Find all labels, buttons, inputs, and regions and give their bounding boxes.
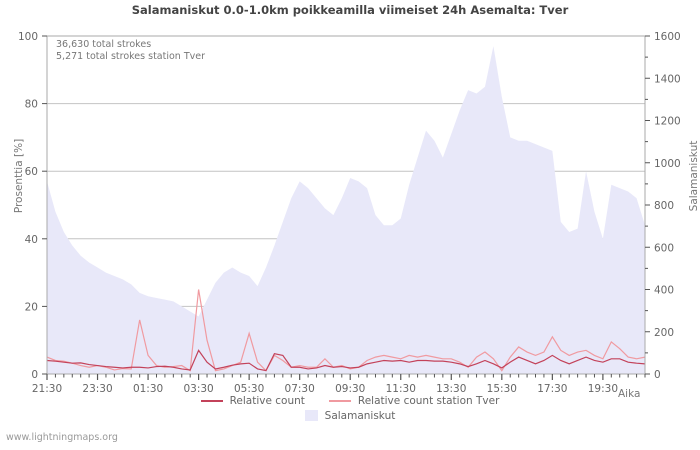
svg-text:0: 0 [31,369,38,381]
legend-item-relative-count-station: Relative count station Tver [328,394,500,407]
svg-text:13:30: 13:30 [436,383,466,395]
svg-text:600: 600 [654,242,674,254]
legend-line-swatch-relative-count [200,399,223,402]
y-axis-right-label: Salamaniskut [688,140,700,212]
svg-text:40: 40 [25,234,38,246]
svg-text:05:30: 05:30 [234,383,264,395]
legend-label-salamaniskut: Salamaniskut [324,409,396,422]
svg-text:1400: 1400 [654,73,681,85]
legend-row-1: Relative count Relative count station Tv… [0,393,700,408]
svg-text:800: 800 [654,200,674,212]
legend-label-relative-count: Relative count [229,394,305,407]
line-relative-count [46,349,646,372]
svg-text:80: 80 [25,99,38,111]
svg-text:60: 60 [25,166,38,178]
footer-url: www.lightningmaps.org [6,432,118,443]
svg-text:15:30: 15:30 [487,383,517,395]
svg-text:100: 100 [18,31,38,43]
svg-text:400: 400 [654,285,674,297]
svg-text:1600: 1600 [654,31,681,43]
svg-text:21:30: 21:30 [32,383,62,395]
legend-line-swatch-relative-count-station [328,399,351,402]
svg-text:01:30: 01:30 [133,383,163,395]
svg-text:20: 20 [25,301,38,313]
svg-text:03:30: 03:30 [183,383,213,395]
svg-text:23:30: 23:30 [82,383,112,395]
svg-text:200: 200 [654,327,674,339]
y-axis-left-label: Prosenttia [%] [13,138,25,214]
chart-title: Salamaniskut 0.0-1.0km poikkeamilla viim… [131,3,569,17]
legend-row-2: Salamaniskut [0,408,700,423]
area-salamaniskut [47,46,645,374]
svg-text:1000: 1000 [654,158,681,170]
legend-label-relative-count-station: Relative count station Tver [357,394,500,407]
svg-text:07:30: 07:30 [285,383,315,395]
svg-text:17:30: 17:30 [537,383,567,395]
svg-text:0: 0 [654,369,661,381]
svg-text:19:30: 19:30 [588,383,618,395]
svg-text:11:30: 11:30 [386,383,416,395]
chart-legend: Relative count Relative count station Tv… [0,393,700,423]
annotation-2: 5,271 total strokes station Tver [56,51,205,62]
annotation-1: 36,630 total strokes [56,39,151,50]
svg-text:1200: 1200 [654,116,681,128]
svg-text:09:30: 09:30 [335,383,365,395]
legend-item-relative-count: Relative count [200,394,305,407]
legend-item-salamaniskut: Salamaniskut [304,409,396,422]
legend-area-swatch-salamaniskut [304,410,318,421]
x-axis-label: Aika [618,388,641,400]
